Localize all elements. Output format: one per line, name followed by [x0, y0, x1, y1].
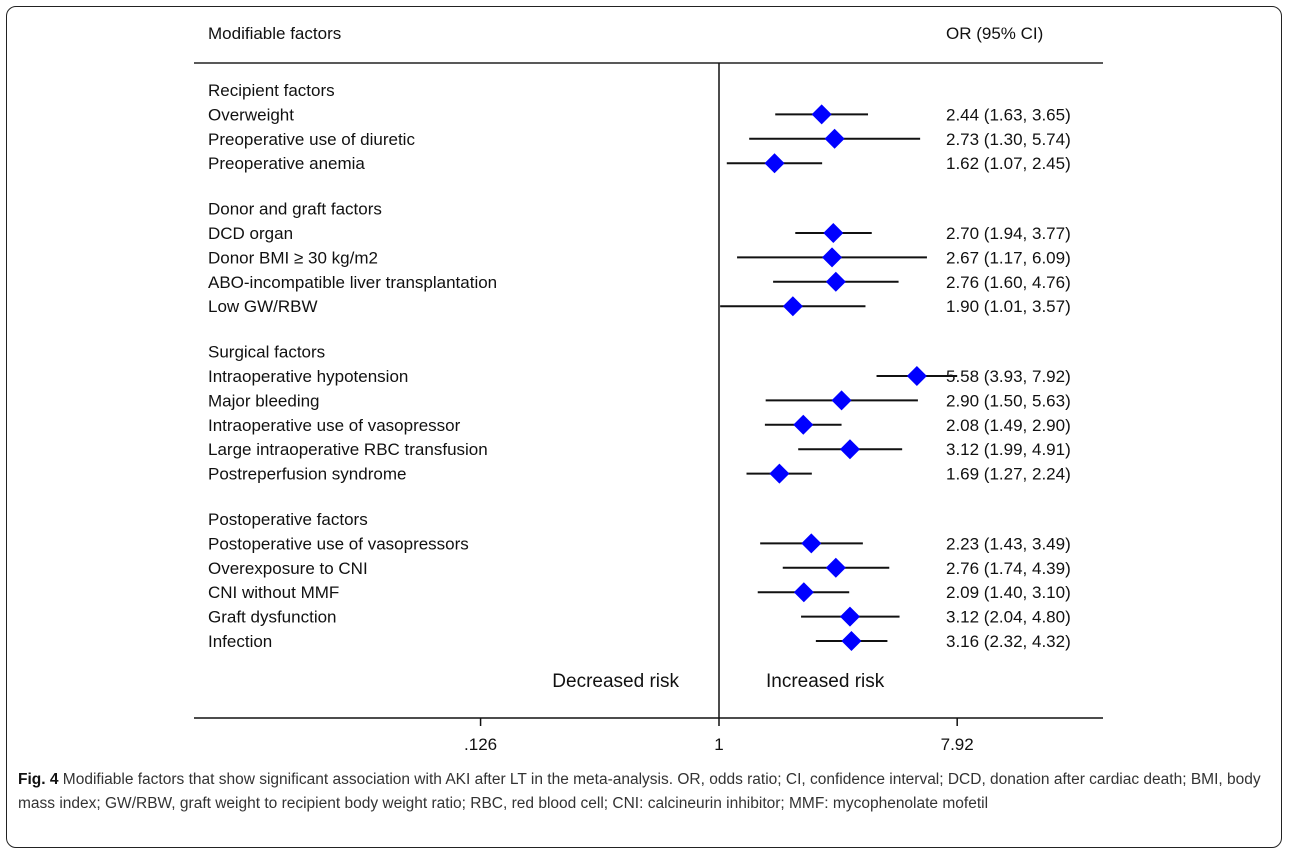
or-value: 2.44 (1.63, 3.65)	[946, 105, 1071, 124]
or-marker	[793, 414, 814, 435]
factor-label: Infection	[208, 632, 272, 651]
or-value: 2.90 (1.50, 5.63)	[946, 391, 1071, 410]
or-marker	[839, 439, 860, 460]
group-label: Recipient factors	[208, 81, 335, 100]
or-marker	[782, 296, 803, 317]
factor-label: CNI without MMF	[208, 583, 339, 602]
or-marker	[841, 631, 862, 651]
factor-label: Major bleeding	[208, 391, 320, 410]
or-marker	[793, 582, 814, 603]
factor-label: Postoperative use of vasopressors	[208, 534, 469, 553]
group-label: Donor and graft factors	[208, 200, 382, 219]
or-value: 5.58 (3.93, 7.92)	[946, 367, 1071, 386]
factor-label: Preoperative anemia	[208, 154, 365, 173]
or-marker	[839, 606, 860, 627]
or-marker	[822, 247, 843, 268]
or-value: 1.62 (1.07, 2.45)	[946, 154, 1071, 173]
factor-label: DCD organ	[208, 224, 293, 243]
factor-label: Graft dysfunction	[208, 608, 337, 627]
caption-text: Modifiable factors that show significant…	[18, 771, 1261, 812]
or-value: 2.23 (1.43, 3.49)	[946, 534, 1071, 553]
factor-label: Intraoperative hypotension	[208, 367, 408, 386]
or-marker	[769, 463, 790, 484]
or-marker	[824, 128, 845, 149]
factor-label: Large intraoperative RBC transfusion	[208, 440, 488, 459]
factor-label: Preoperative use of diuretic	[208, 130, 415, 149]
factor-column-header: Modifiable factors	[208, 24, 342, 43]
figure-frame	[6, 6, 1282, 848]
or-marker	[825, 271, 846, 292]
or-marker	[823, 223, 844, 243]
group-label: Postoperative factors	[208, 510, 368, 529]
increased-risk-label: Increased risk	[766, 671, 885, 692]
factor-label: Low GW/RBW	[208, 297, 318, 316]
or-value: 1.90 (1.01, 3.57)	[946, 297, 1071, 316]
or-value: 2.67 (1.17, 6.09)	[946, 248, 1071, 267]
or-value: 3.16 (2.32, 4.32)	[946, 632, 1071, 651]
x-tick-label: 1	[714, 735, 723, 754]
figure-caption: Fig. 4 Modifiable factors that show sign…	[18, 768, 1268, 816]
figure-label: Fig. 4	[18, 771, 59, 788]
or-marker	[764, 153, 785, 174]
forest-rows: Recipient factors Overweight 2.44 (1.63, 3…	[208, 81, 1071, 692]
x-tick-label: .126	[464, 735, 497, 754]
factor-label: Overexposure to CNI	[208, 559, 368, 578]
or-column-header: OR (95% CI)	[946, 24, 1044, 43]
or-value: 2.76 (1.74, 4.39)	[946, 559, 1071, 578]
or-marker	[801, 533, 822, 554]
group-label: Surgical factors	[208, 343, 325, 362]
or-marker	[906, 366, 927, 386]
factor-label: Postreperfusion syndrome	[208, 465, 406, 484]
factor-label: ABO-incompatible liver transplantation	[208, 273, 497, 292]
or-value: 3.12 (2.04, 4.80)	[946, 608, 1071, 627]
x-axis: .126 1 7.92	[194, 63, 1103, 754]
or-marker	[825, 557, 846, 578]
factor-label: Donor BMI ≥ 30 kg/m2	[208, 248, 378, 267]
x-tick-label: 7.92	[941, 735, 974, 754]
or-value: 1.69 (1.27, 2.24)	[946, 465, 1071, 484]
decreased-risk-label: Decreased risk	[552, 671, 679, 692]
or-value: 2.76 (1.60, 4.76)	[946, 273, 1071, 292]
or-value: 2.73 (1.30, 5.74)	[946, 130, 1071, 149]
or-value: 2.08 (1.49, 2.90)	[946, 416, 1071, 435]
or-marker	[811, 104, 832, 125]
or-value: 2.70 (1.94, 3.77)	[946, 224, 1071, 243]
or-value: 3.12 (1.99, 4.91)	[946, 440, 1071, 459]
or-marker	[831, 390, 852, 411]
or-value: 2.09 (1.40, 3.10)	[946, 583, 1071, 602]
factor-label: Intraoperative use of vasopressor	[208, 416, 461, 435]
factor-label: Overweight	[208, 105, 294, 124]
